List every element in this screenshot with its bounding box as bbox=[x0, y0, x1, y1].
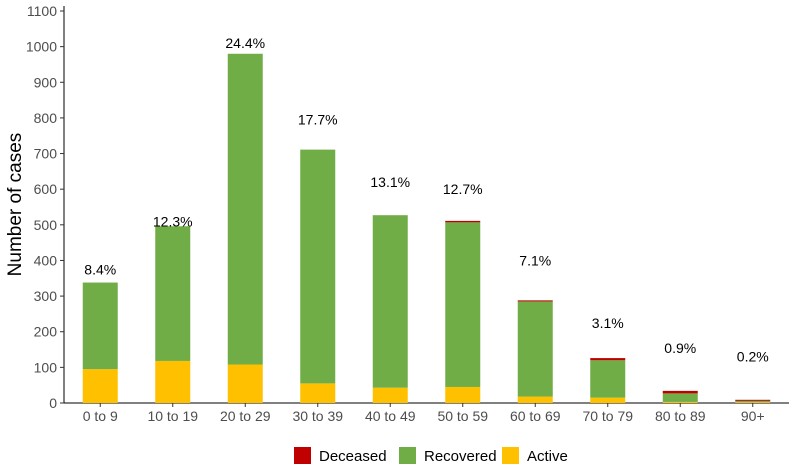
legend-swatch-deceased bbox=[294, 447, 311, 464]
legend: Deceased Recovered Active bbox=[294, 447, 568, 465]
bar-segment-active bbox=[82, 369, 118, 403]
y-tick-label: 500 bbox=[34, 217, 58, 233]
bar-segment-recovered bbox=[590, 360, 626, 398]
y-axis: 0 100 200 300 400 500 600 700 800 900 1000 1100 bbox=[26, 3, 65, 411]
percent-labels: 8.4% 12.3% 24.4% 17.7% 13.1% 12.7% 7.1% 3.1% 0.9… bbox=[84, 35, 768, 365]
bar-segment-deceased bbox=[662, 390, 698, 394]
percent-label: 24.4% bbox=[225, 35, 265, 51]
percent-label: 12.3% bbox=[153, 213, 193, 229]
percent-label: 17.7% bbox=[298, 112, 338, 128]
x-tick-label: 10 to 19 bbox=[147, 408, 198, 424]
bar-segment-recovered bbox=[227, 53, 263, 365]
x-tick-label: 80 to 89 bbox=[655, 408, 706, 424]
percent-label: 0.2% bbox=[737, 349, 769, 365]
bar-segment-deceased bbox=[590, 358, 626, 361]
bar-segment-active bbox=[662, 401, 698, 403]
y-tick-label: 300 bbox=[34, 288, 58, 304]
bar-segment-deceased bbox=[735, 399, 771, 401]
x-axis: 0 to 9 10 to 19 20 to 29 30 to 39 40 to 49 50… bbox=[64, 402, 789, 424]
bar-segment-active bbox=[372, 387, 408, 403]
x-tick-label: 0 to 9 bbox=[83, 408, 118, 424]
bar-segment-recovered bbox=[300, 149, 336, 384]
y-tick-label: 100 bbox=[34, 359, 58, 375]
legend-label-deceased: Deceased bbox=[319, 448, 387, 465]
bar-segment-active bbox=[590, 397, 626, 403]
bar-segment-active bbox=[227, 364, 263, 403]
x-tick-label: 70 to 79 bbox=[582, 408, 633, 424]
bar-segment-active bbox=[155, 360, 191, 403]
percent-label: 3.1% bbox=[592, 315, 624, 331]
x-tick-label: 90+ bbox=[741, 408, 765, 424]
bar-segment-recovered bbox=[517, 301, 553, 397]
bar-segment-recovered bbox=[155, 226, 191, 361]
bar-segment-recovered bbox=[735, 400, 771, 403]
y-axis-title: Number of cases bbox=[5, 133, 26, 277]
bars bbox=[82, 53, 771, 403]
y-tick-label: 700 bbox=[34, 146, 58, 162]
x-tick-label: 30 to 39 bbox=[292, 408, 343, 424]
legend-label-active: Active bbox=[527, 448, 568, 465]
x-tick-label: 60 to 69 bbox=[510, 408, 561, 424]
y-tick-label: 0 bbox=[49, 395, 57, 411]
percent-label: 13.1% bbox=[370, 174, 410, 190]
bar-segment-active bbox=[517, 396, 553, 403]
x-tick-label: 40 to 49 bbox=[365, 408, 416, 424]
legend-label-recovered: Recovered bbox=[424, 448, 497, 465]
y-tick-label: 200 bbox=[34, 324, 58, 340]
bar-segment-recovered bbox=[372, 215, 408, 388]
x-tick-label: 20 to 29 bbox=[220, 408, 271, 424]
y-tick-label: 600 bbox=[34, 181, 58, 197]
bar-segment-deceased bbox=[445, 220, 481, 223]
y-tick-label: 1000 bbox=[26, 39, 57, 55]
percent-label: 0.9% bbox=[664, 340, 696, 356]
bar-segment-recovered bbox=[82, 282, 118, 370]
bar-segment-active bbox=[445, 386, 481, 403]
bar-segment-active bbox=[735, 402, 771, 403]
legend-swatch-active bbox=[502, 447, 519, 464]
bar-segment-recovered bbox=[445, 222, 481, 387]
percent-label: 8.4% bbox=[84, 261, 116, 277]
percent-label: 7.1% bbox=[519, 252, 551, 268]
x-tick-label: 50 to 59 bbox=[437, 408, 488, 424]
bar-segment-deceased bbox=[517, 300, 553, 302]
y-tick-label: 400 bbox=[34, 252, 58, 268]
percent-label: 12.7% bbox=[443, 181, 483, 197]
bar-segment-active bbox=[300, 383, 336, 403]
y-tick-label: 800 bbox=[34, 110, 58, 126]
y-tick-label: 900 bbox=[34, 74, 58, 90]
y-tick-label: 1100 bbox=[27, 3, 57, 19]
bar-segment-recovered bbox=[662, 393, 698, 402]
legend-swatch-recovered bbox=[399, 447, 416, 464]
